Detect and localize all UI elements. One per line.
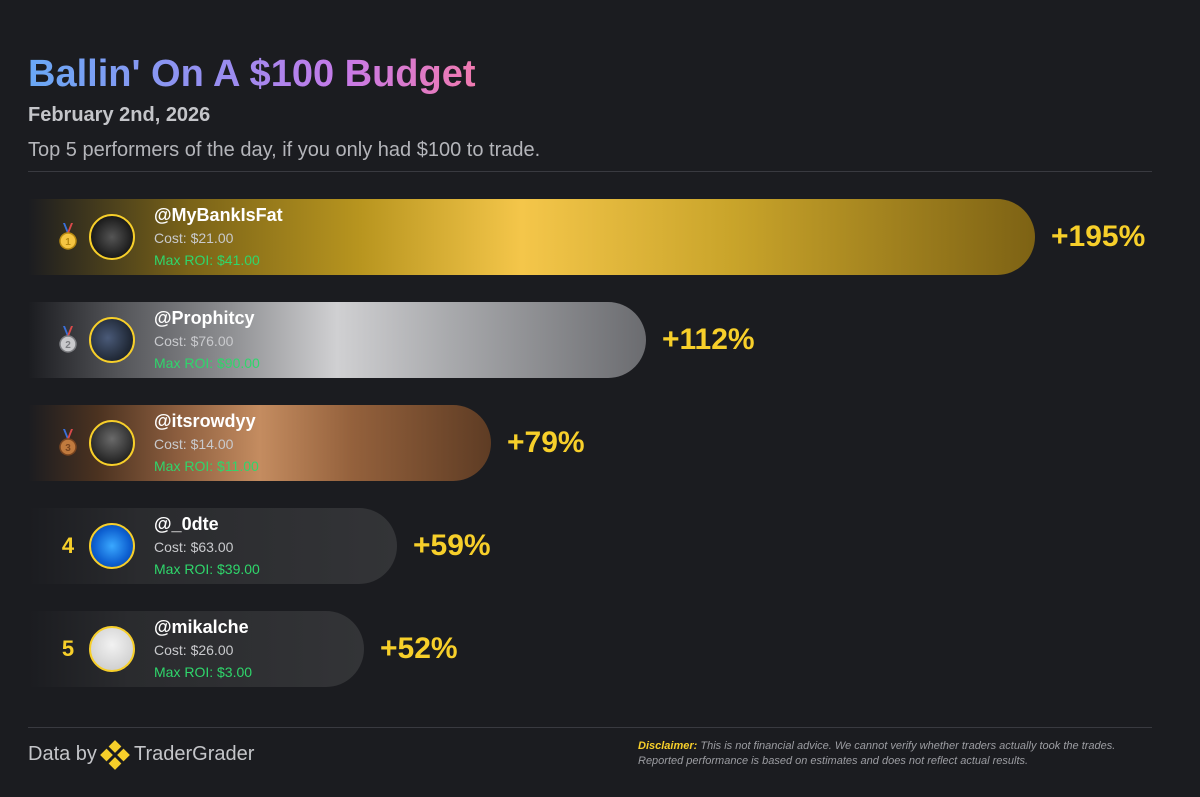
avatar: [89, 626, 135, 672]
rank-number: 4: [61, 533, 75, 558]
report-date: February 2nd, 2026: [28, 104, 211, 126]
disclaimer-text: This is not financial advice. We cannot …: [638, 740, 1116, 767]
cost-value: Cost: $26.00: [154, 642, 234, 658]
max-roi-value: Max ROI: $39.00: [154, 561, 260, 577]
max-roi-value: Max ROI: $90.00: [154, 355, 260, 371]
cost-value: Cost: $76.00: [154, 333, 234, 349]
svg-text:2: 2: [65, 340, 71, 351]
page-title: Ballin' On A $100 Budget: [28, 50, 476, 98]
percent-label: +79%: [507, 426, 585, 459]
cost-value: Cost: $14.00: [154, 436, 234, 452]
header-divider: [28, 171, 1152, 172]
max-roi-value: Max ROI: $3.00: [154, 664, 253, 680]
bar-1: [28, 199, 1035, 275]
avatar: [89, 420, 135, 466]
medal-icon: 2: [59, 326, 77, 353]
cost-value: Cost: $63.00: [154, 539, 234, 555]
bar-5: [28, 611, 364, 687]
page-subtitle: Top 5 performers of the day, if you only…: [28, 139, 541, 161]
trader-handle[interactable]: @Prophitcy: [154, 308, 255, 328]
disclaimer: Disclaimer: This is not financial advice…: [638, 739, 1158, 769]
trader-handle[interactable]: @mikalche: [154, 617, 249, 637]
trader-handle[interactable]: @itsrowdyy: [154, 411, 256, 431]
avatar: [89, 523, 135, 569]
avatar: [89, 317, 135, 363]
data-by-label: Data by: [28, 743, 97, 765]
medal-icon: 3: [59, 429, 77, 456]
cost-value: Cost: $21.00: [154, 230, 234, 246]
svg-text:3: 3: [65, 443, 71, 454]
percent-label: +195%: [1051, 220, 1146, 253]
medal-icon: 1: [59, 223, 77, 250]
percent-label: +59%: [413, 529, 491, 562]
percent-label: +112%: [662, 323, 755, 356]
trader-handle[interactable]: @MyBankIsFat: [154, 205, 283, 225]
svg-text:1: 1: [65, 237, 71, 248]
percent-label: +52%: [380, 632, 458, 665]
rank-number: 5: [61, 636, 75, 661]
footer-divider: [28, 727, 1152, 728]
tradergrader-logo-icon: [100, 740, 130, 770]
disclaimer-label: Disclaimer:: [638, 740, 698, 752]
avatar: [89, 214, 135, 260]
max-roi-value: Max ROI: $41.00: [154, 252, 260, 268]
brand-name: TraderGrader: [134, 743, 255, 765]
trader-handle[interactable]: @_0dte: [154, 514, 219, 534]
max-roi-value: Max ROI: $11.00: [154, 458, 259, 474]
